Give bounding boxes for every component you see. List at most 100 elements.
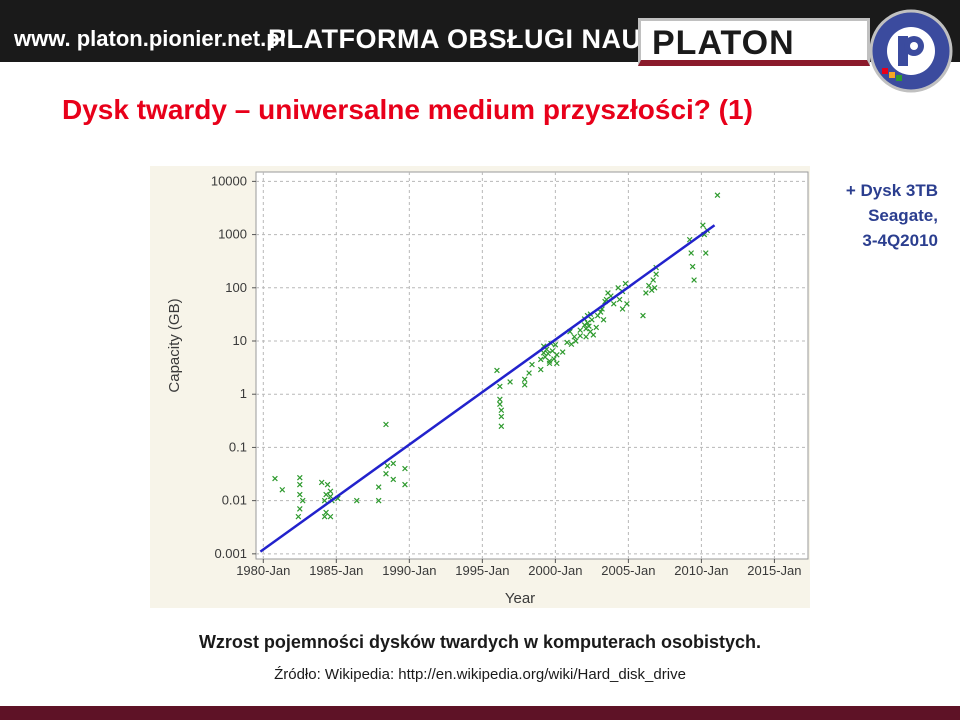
chart-caption: Wzrost pojemności dysków twardych w komp… (198, 632, 762, 652)
data-point (375, 484, 382, 490)
data-point (583, 333, 589, 340)
data-point-stroke (390, 460, 397, 467)
side-note: + Dysk 3TB Seagate, 3-4Q2010 (846, 178, 938, 253)
data-point (327, 493, 334, 500)
data-point-stroke (700, 222, 706, 229)
data-point-stroke (552, 341, 559, 348)
data-point-stroke (383, 470, 389, 477)
data-point-stroke (321, 497, 328, 504)
data-point (323, 491, 329, 498)
data-point (296, 481, 303, 488)
data-point (651, 284, 658, 291)
data-point-stroke (567, 328, 573, 335)
data-point-stroke (572, 338, 579, 344)
data-point (622, 280, 629, 287)
data-point (584, 319, 591, 326)
data-point (689, 263, 696, 270)
data-point-stroke (299, 497, 306, 504)
data-point (577, 327, 584, 333)
data-point (318, 479, 325, 486)
x-tick-label: 2010-Jan (674, 563, 728, 578)
data-point (572, 338, 579, 344)
platform-name: PLATFORMA OBSŁUGI NAUKI (268, 24, 670, 54)
side-note-line-1: + Dysk 3TB (845, 181, 938, 200)
data-point (383, 470, 389, 477)
data-point (610, 300, 617, 307)
data-point (497, 383, 503, 390)
data-point (646, 282, 652, 289)
platon-logo-box (638, 18, 870, 66)
x-tick-label: 2015-Jan (747, 563, 801, 578)
data-point (714, 192, 721, 199)
data-point (615, 284, 621, 291)
data-point-stroke (321, 513, 328, 520)
data-point (521, 376, 528, 383)
data-point-stroke (498, 413, 505, 420)
data-point (279, 486, 286, 493)
data-point (402, 465, 408, 472)
data-point (650, 277, 657, 283)
data-point-stroke (564, 339, 570, 346)
data-point-stroke (551, 356, 557, 362)
data-point-stroke (599, 306, 605, 312)
data-point-stroke (600, 317, 607, 323)
data-point (497, 401, 503, 407)
data-point-stroke (402, 481, 408, 488)
data-point (498, 423, 505, 430)
data-point-stroke (701, 231, 708, 238)
data-point-stroke (702, 250, 709, 256)
data-point-stroke (521, 376, 528, 383)
trend (259, 224, 716, 553)
data-point (702, 250, 709, 256)
data-point (586, 323, 592, 329)
data-point-stroke (384, 463, 391, 469)
data-point-stroke (586, 323, 592, 329)
data-point (589, 317, 595, 323)
data-point-stroke (577, 327, 584, 333)
data-point (643, 290, 649, 296)
data-point-stroke (587, 328, 594, 335)
data-point-stroke (615, 284, 621, 291)
y-tick-label: 10 (233, 333, 247, 348)
data-point-stroke (324, 481, 331, 488)
data-point-stroke (554, 351, 560, 358)
data-point-stroke (622, 280, 629, 287)
x-tick-label: 2000-Jan (528, 563, 582, 578)
side-note-line-2: Seagate, (868, 206, 938, 225)
data-point (640, 312, 646, 319)
data-point (616, 296, 623, 303)
y-tick-label: 0.001 (214, 546, 247, 561)
data-point (375, 497, 382, 504)
data-point (402, 481, 408, 488)
data-point-stroke (537, 356, 544, 363)
data-point-stroke (554, 360, 560, 367)
data-point (321, 513, 328, 520)
data-point-stroke (402, 465, 408, 472)
data-point-stroke (296, 506, 303, 512)
data-point (384, 463, 391, 469)
site-url[interactable]: www. platon.pionier.net.pl (14, 26, 286, 51)
data-point-stroke (643, 290, 649, 296)
data-point-stroke (549, 348, 556, 354)
data-point-stroke (559, 349, 566, 355)
data-point-stroke (589, 317, 595, 323)
data-point (497, 396, 503, 403)
data-point-stroke (529, 361, 535, 368)
data-point-stroke (295, 513, 302, 520)
data-point-stroke (497, 383, 503, 390)
data-point (542, 354, 548, 360)
footer-bar (0, 706, 960, 720)
data-point (688, 250, 694, 256)
data-point (619, 306, 626, 312)
data-point-stroke (691, 277, 697, 283)
data-point (507, 379, 513, 385)
data-point (494, 367, 500, 374)
data-point-stroke (650, 277, 657, 283)
data-point-stroke (497, 401, 503, 407)
data-point-stroke (640, 312, 646, 319)
data-point (537, 366, 544, 373)
data-point-stroke (651, 284, 658, 291)
data-point-stroke (584, 319, 591, 326)
data-point-stroke (353, 497, 360, 504)
data-point-stroke (327, 493, 334, 500)
